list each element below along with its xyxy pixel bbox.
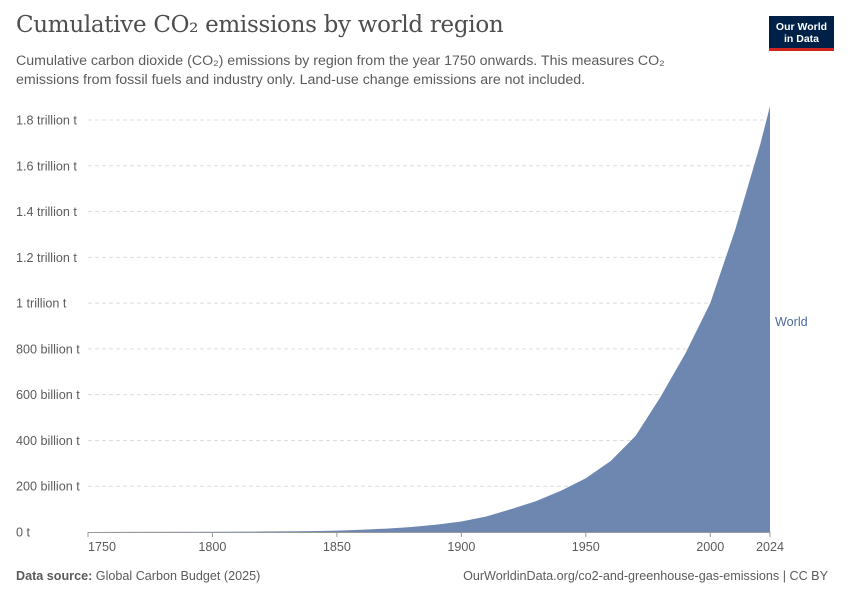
x-tick-label: 1900 [447,540,475,554]
y-tick-label: 600 billion t [16,388,80,402]
x-tick-label: 1800 [198,540,226,554]
series-area-world[interactable] [88,106,770,533]
data-source-label: Data source: [16,569,93,583]
y-tick-label: 200 billion t [16,480,80,494]
y-tick-label: 400 billion t [16,434,80,448]
source-url[interactable]: OurWorldinData.org/co2-and-greenhouse-ga… [463,569,828,583]
x-tick-label: 1850 [323,540,351,554]
data-source-value[interactable]: Global Carbon Budget (2025) [95,569,261,583]
series-area-group [88,106,770,533]
logo-line-2: in Data [783,33,819,45]
series-label-world[interactable]: World [775,315,808,329]
x-tick-label: 2024 [756,540,784,554]
data-source: Data source: Global Carbon Budget (2025) [16,569,260,583]
y-tick-label: 1.4 trillion t [16,205,77,219]
x-tick-label: 2000 [696,540,724,554]
logo-line-1: Our World [775,21,828,33]
y-tick-label: 0 t [16,526,31,540]
owid-logo[interactable]: Our World in Data [769,16,834,51]
chart-subtitle: Cumulative carbon dioxide (CO₂) emission… [16,53,665,88]
chart-title: Cumulative CO₂ emissions by world region [16,12,504,38]
y-tick-label: 1.8 trillion t [16,114,77,128]
y-tick-label: 1.6 trillion t [16,159,77,173]
y-tick-label: 1 trillion t [16,297,67,311]
y-tick-label: 1.2 trillion t [16,251,77,265]
x-tick-label: 1950 [572,540,600,554]
x-tick-label: 1750 [88,540,116,554]
series-labels: World [775,315,808,329]
y-tick-label: 800 billion t [16,342,80,356]
axes: 0 t 200 billion t 400 billion t 600 billion… [16,114,784,555]
